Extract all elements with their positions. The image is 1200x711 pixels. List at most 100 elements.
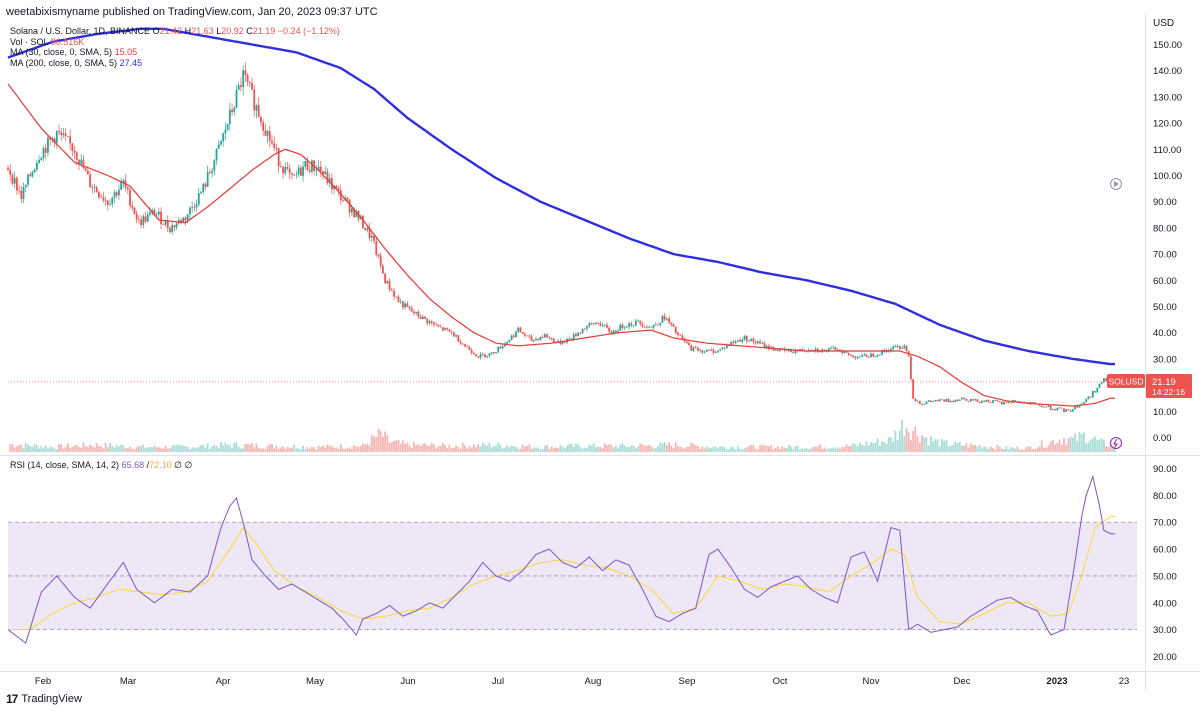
candle bbox=[120, 182, 123, 190]
volume-bar bbox=[162, 448, 165, 452]
candle bbox=[40, 158, 43, 161]
volume-bar bbox=[153, 445, 156, 452]
candle bbox=[75, 152, 78, 160]
volume-bar bbox=[44, 445, 47, 452]
volume-bar bbox=[375, 437, 378, 452]
candle bbox=[858, 356, 861, 358]
volume-bar bbox=[978, 444, 981, 452]
volume-bar bbox=[73, 445, 76, 452]
lightning-icon[interactable] bbox=[1110, 437, 1122, 449]
volume-bar bbox=[368, 445, 371, 452]
candle bbox=[129, 189, 131, 206]
candle bbox=[151, 210, 154, 213]
volume-bar bbox=[956, 443, 959, 452]
candle bbox=[384, 273, 387, 284]
candle bbox=[291, 173, 293, 175]
candle bbox=[617, 330, 619, 332]
candle bbox=[643, 326, 646, 328]
volume-bar bbox=[370, 435, 373, 452]
candle bbox=[377, 254, 380, 256]
null-mark: ∅ bbox=[174, 460, 183, 470]
candle bbox=[639, 320, 642, 324]
price-tick-label: 80.00 bbox=[1153, 223, 1177, 234]
volume-bar bbox=[479, 446, 482, 452]
candle bbox=[315, 170, 318, 172]
volume-bar bbox=[1063, 438, 1065, 452]
volume-bar bbox=[550, 446, 553, 452]
volume-bar bbox=[910, 440, 912, 452]
volume-bar bbox=[901, 420, 903, 452]
candle bbox=[650, 326, 653, 328]
volume-bar bbox=[186, 446, 189, 452]
currency-label: USD bbox=[1153, 18, 1175, 29]
volume-bar bbox=[1065, 444, 1068, 452]
volume-bar bbox=[954, 441, 957, 452]
volume-bar bbox=[563, 447, 566, 452]
volume-bar bbox=[519, 448, 522, 452]
candle bbox=[35, 162, 38, 170]
volume-bar bbox=[38, 448, 40, 452]
candle bbox=[237, 85, 240, 90]
volume-bar bbox=[526, 446, 529, 452]
candle bbox=[916, 400, 919, 402]
ma30-legend-row[interactable]: MA (30, close, 0, SMA, 5) 15.05 bbox=[10, 47, 340, 58]
volume-bar bbox=[124, 448, 127, 452]
volume-bar bbox=[189, 449, 191, 452]
candle bbox=[82, 159, 85, 169]
volume-bar bbox=[404, 443, 407, 452]
candle bbox=[73, 150, 76, 153]
ma200-legend-row[interactable]: MA (200, close, 0, SMA, 5) 27.45 bbox=[10, 58, 340, 69]
candle bbox=[206, 172, 209, 187]
volume-bar bbox=[1009, 447, 1012, 452]
candle bbox=[697, 348, 699, 352]
volume-bar bbox=[1005, 446, 1008, 452]
candle bbox=[459, 341, 462, 344]
volume-bar bbox=[599, 447, 602, 452]
volume-bar bbox=[51, 447, 54, 452]
volume-legend-row[interactable]: Vol · SOL 96.516K bbox=[10, 37, 340, 48]
candle bbox=[477, 356, 480, 358]
candle bbox=[597, 322, 600, 324]
candle bbox=[461, 343, 464, 345]
candle bbox=[526, 335, 529, 337]
volume-bar bbox=[832, 447, 835, 452]
volume-bar bbox=[377, 428, 380, 452]
candle bbox=[734, 341, 737, 343]
volume-bar bbox=[91, 446, 94, 452]
volume-bar bbox=[921, 435, 923, 452]
volume-bar bbox=[716, 448, 719, 452]
volume-bar bbox=[31, 447, 34, 452]
volume-bar bbox=[255, 443, 258, 452]
candle bbox=[732, 341, 735, 343]
candle bbox=[95, 187, 98, 193]
candle bbox=[49, 137, 52, 140]
volume-bar bbox=[621, 443, 624, 452]
volume-bar bbox=[812, 446, 815, 452]
tradingview-logo[interactable]: 17 TradingView bbox=[6, 692, 82, 706]
published-line: weetabixismyname published on TradingVie… bbox=[6, 6, 378, 18]
candle bbox=[266, 131, 269, 136]
candle bbox=[654, 324, 657, 326]
symbol-row[interactable]: Solana / U.S. Dollar, 1D, BINANCE O21.42… bbox=[10, 26, 340, 37]
candle bbox=[413, 311, 415, 314]
candle bbox=[994, 400, 997, 402]
volume-bar bbox=[1018, 449, 1021, 452]
volume-bar bbox=[1047, 445, 1050, 452]
rsi-tick-label: 20.00 bbox=[1153, 652, 1177, 663]
candle bbox=[521, 332, 524, 334]
volume-bar bbox=[324, 447, 327, 452]
time-tick-label: May bbox=[306, 676, 324, 687]
candle bbox=[945, 399, 948, 402]
candle bbox=[874, 356, 877, 357]
candle bbox=[364, 228, 367, 230]
candle bbox=[630, 323, 633, 326]
replay-icon[interactable] bbox=[1110, 178, 1122, 190]
volume-bar bbox=[750, 444, 753, 452]
candle bbox=[836, 349, 839, 351]
volume-bar bbox=[858, 442, 861, 452]
volume-bar bbox=[665, 445, 668, 452]
volume-bar bbox=[628, 446, 631, 452]
rsi-legend[interactable]: RSI (14, close, SMA, 14, 2) 65.68 /72.10… bbox=[10, 460, 193, 470]
candle bbox=[541, 337, 544, 338]
